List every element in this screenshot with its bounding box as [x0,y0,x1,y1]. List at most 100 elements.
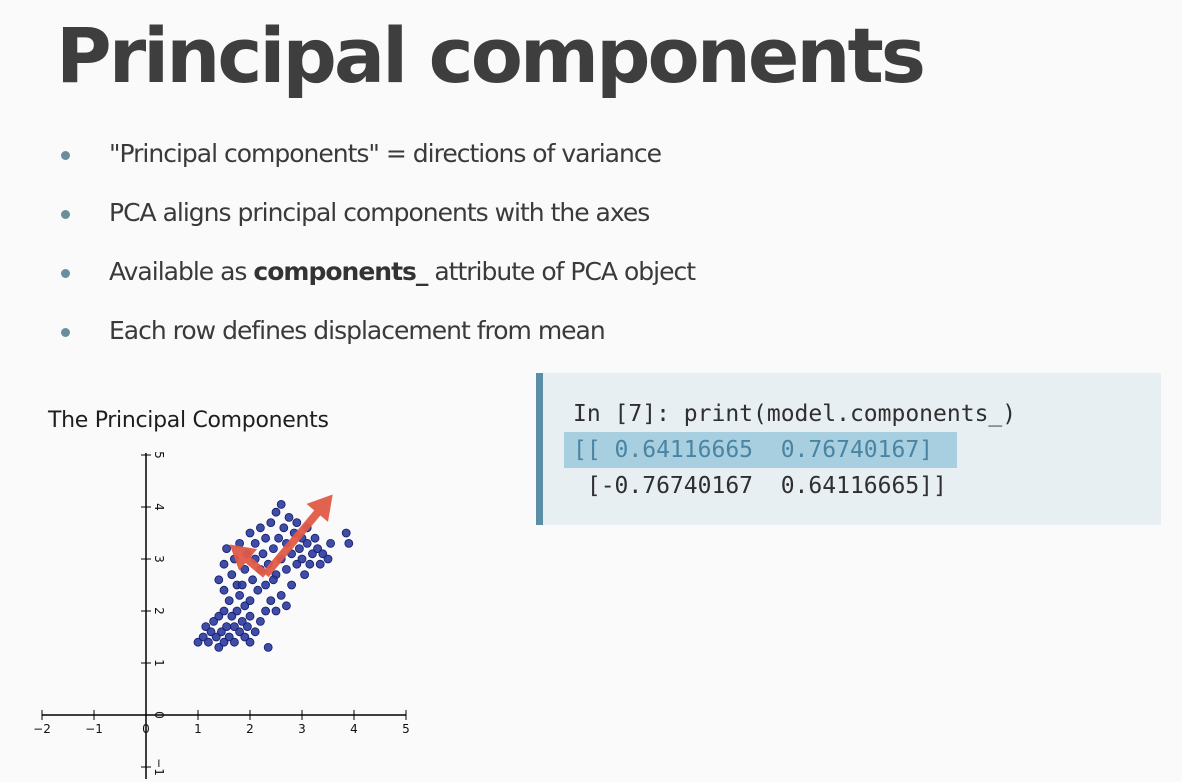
data-point [294,544,304,553]
y-tick-label: 4 [152,503,166,511]
data-point [206,627,216,637]
data-point [300,570,310,580]
bullet-text: PCA aligns principal components with the… [109,198,650,227]
data-point [261,606,271,616]
data-point [326,539,336,548]
bullet-text: Available as components_ attribute of PC… [109,252,696,292]
data-point [211,632,221,642]
data-point [284,513,294,522]
data-point [250,539,260,548]
data-point [318,549,328,559]
data-point [219,585,229,595]
data-point [268,544,278,553]
bullet-prefix: Available as [109,257,254,286]
data-point [281,601,291,611]
x-tick-label: 5 [402,722,410,736]
y-tick-label: 0 [152,711,166,719]
data-point [237,616,247,626]
components-attribute-name: components_ [253,257,428,286]
data-point [292,559,302,569]
bullet-dot-icon [61,328,70,337]
data-point [214,575,224,585]
data-point [271,507,281,517]
data-point [193,637,203,647]
data-point [279,523,289,533]
x-tick-label: 4 [350,722,358,736]
data-point [224,632,234,642]
bullet-text: Each row defines displacement from mean [109,316,606,345]
bullet-dot-icon [61,269,70,278]
data-point [281,565,291,574]
x-tick-label: 1 [194,722,202,736]
x-tick-label: −1 [85,722,103,736]
data-point [297,554,307,564]
data-point [268,575,278,585]
data-point [201,622,211,632]
data-point [214,611,224,621]
data-point [271,606,281,616]
data-point [258,549,268,559]
data-point [216,627,226,637]
data-point [237,580,247,590]
data-point [245,637,255,647]
data-point [245,596,255,606]
data-point [222,544,232,553]
data-point [253,585,263,595]
bullet-dot-icon [61,210,70,219]
principal-component-2-arrow [229,544,269,578]
data-point [310,533,320,543]
data-point [292,518,302,527]
data-point [242,622,252,632]
data-point [307,549,317,559]
data-point [313,544,323,553]
code-output-row-2: [-0.76740167 0.64116665]] [573,473,947,499]
data-point [341,528,351,538]
data-point [232,606,242,616]
data-point [255,616,265,626]
data-point [224,596,234,606]
y-tick-label: 3 [152,555,166,563]
bullet-dot-icon [61,151,70,160]
y-tick-label: −1 [152,758,166,776]
code-output-row-1: [[ 0.64116665 0.76740167] [564,432,958,468]
principal-component-1-arrow [262,494,333,578]
data-point [222,622,232,632]
data-point [235,590,245,600]
data-point [276,590,286,600]
data-point [266,596,276,606]
slide-title: Principal components [56,11,926,100]
data-point [276,500,286,509]
data-point [261,580,271,590]
data-point [323,554,333,564]
x-tick-label: 3 [298,722,306,736]
x-tick-label: 2 [246,722,254,736]
data-point [261,533,271,543]
data-point [229,622,239,632]
data-point [240,601,250,611]
data-point [274,533,284,543]
data-point [344,539,354,548]
data-point [250,627,260,637]
data-point [266,518,276,527]
data-point [219,606,229,616]
y-tick-label: 5 [152,451,166,459]
data-point [302,539,312,548]
data-point [219,637,229,647]
data-point [219,559,229,569]
y-tick-label: 2 [152,607,166,615]
data-point [240,565,250,574]
data-point [209,616,219,626]
data-point [229,637,239,647]
data-point [287,580,297,590]
data-point [305,559,315,569]
chart-title: The Principal Components [48,408,329,433]
data-point [214,642,224,652]
pca-scatter-chart: −2 −1 0 1 2 3 4 5 −1 0 1 2 3 4 5 [33,451,410,779]
code-prompt-line: In [7]: print(model.components_) [573,401,1017,427]
bullet-text: "Principal components" = directions of v… [109,139,662,168]
data-point [255,523,265,533]
bullet-suffix: attribute of PCA object [427,257,696,286]
data-point [245,528,255,538]
data-point [227,611,237,621]
data-point [227,570,237,580]
